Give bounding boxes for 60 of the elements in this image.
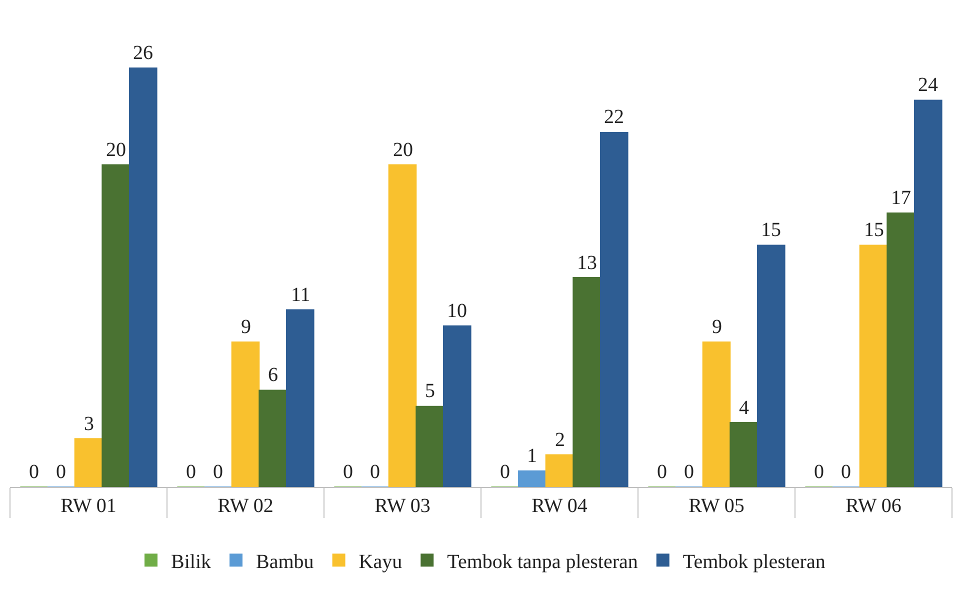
data-label: 0	[841, 461, 851, 483]
data-label: 15	[761, 219, 781, 241]
data-label: 20	[393, 139, 413, 161]
bar	[231, 341, 260, 487]
x-tick-label: RW 04	[532, 495, 588, 517]
data-label: 0	[500, 461, 510, 483]
data-label: 4	[739, 397, 749, 419]
bar	[886, 212, 915, 487]
data-label: 6	[268, 364, 278, 386]
bar	[756, 244, 786, 487]
data-label: 0	[343, 461, 353, 483]
legend-label: Bilik	[171, 550, 212, 573]
legend-label: Tembok tanpa plesteran	[447, 550, 638, 573]
bar	[518, 470, 546, 487]
data-label: 0	[186, 461, 196, 483]
x-tick-label: RW 05	[688, 495, 744, 517]
data-label: 0	[56, 461, 66, 483]
bar	[600, 132, 628, 487]
data-label: 15	[864, 219, 884, 241]
x-tick-label: RW 02	[218, 495, 274, 517]
data-label: 0	[213, 461, 223, 483]
bar	[572, 277, 601, 487]
bar	[914, 100, 942, 487]
data-label: 5	[425, 380, 435, 402]
bar	[859, 244, 888, 487]
data-label: 13	[577, 252, 597, 274]
data-label: 9	[241, 316, 251, 338]
x-tick-label: RW 03	[374, 495, 430, 517]
bar	[258, 390, 287, 487]
data-label: 22	[604, 106, 624, 128]
bar	[102, 164, 130, 487]
x-tick-label: RW 01	[60, 495, 116, 517]
bar	[702, 341, 731, 487]
data-label: 0	[657, 461, 667, 483]
data-label: 10	[447, 300, 467, 322]
data-label: 0	[684, 461, 694, 483]
data-label: 11	[291, 284, 310, 306]
x-tick-label: RW 06	[846, 495, 902, 517]
data-label: 17	[891, 187, 911, 209]
data-label: 0	[370, 461, 380, 483]
data-label: 0	[814, 461, 824, 483]
data-label: 20	[106, 139, 126, 161]
data-label: 9	[712, 316, 722, 338]
data-label: 1	[527, 445, 537, 467]
bar	[730, 422, 758, 487]
bar	[286, 309, 314, 487]
data-label: 24	[918, 74, 938, 96]
legend-label: Kayu	[358, 550, 402, 573]
data-label: 0	[29, 461, 39, 483]
data-label: 26	[133, 42, 153, 64]
legend-label: Bambu	[256, 550, 314, 573]
bar	[388, 164, 417, 487]
data-label: 3	[84, 413, 94, 435]
bar	[442, 325, 472, 487]
bar	[416, 406, 444, 487]
legend-label: Tembok plesteran	[682, 550, 826, 573]
bar	[128, 68, 158, 487]
bar	[545, 454, 574, 487]
data-label: 2	[555, 429, 565, 451]
bar	[74, 438, 103, 487]
